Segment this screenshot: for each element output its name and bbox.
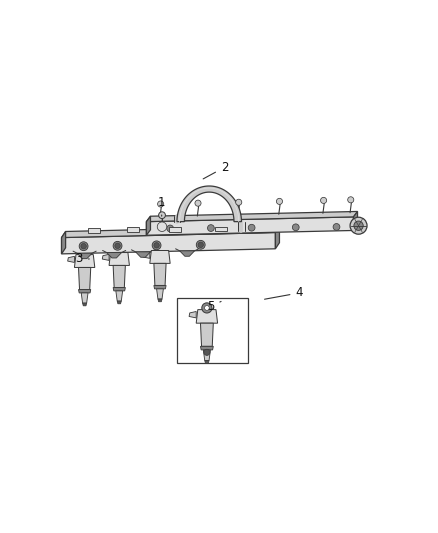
Polygon shape: [117, 301, 121, 304]
Circle shape: [248, 224, 255, 231]
Circle shape: [158, 201, 164, 207]
Polygon shape: [78, 289, 91, 293]
Polygon shape: [169, 227, 181, 232]
Polygon shape: [177, 186, 241, 222]
Circle shape: [167, 225, 173, 232]
Polygon shape: [154, 263, 166, 286]
Polygon shape: [158, 299, 162, 302]
Circle shape: [195, 200, 201, 206]
Polygon shape: [67, 256, 74, 262]
Circle shape: [350, 217, 367, 234]
Text: 5: 5: [207, 300, 221, 313]
Circle shape: [202, 303, 212, 313]
Polygon shape: [154, 286, 166, 289]
Polygon shape: [135, 252, 151, 257]
Polygon shape: [61, 232, 276, 254]
Circle shape: [354, 221, 363, 230]
Polygon shape: [196, 310, 218, 323]
Polygon shape: [107, 253, 122, 258]
Polygon shape: [146, 217, 353, 235]
Circle shape: [321, 197, 327, 204]
Polygon shape: [146, 212, 357, 222]
Circle shape: [159, 212, 166, 219]
Circle shape: [152, 241, 161, 250]
Polygon shape: [102, 254, 109, 261]
Circle shape: [196, 240, 205, 249]
Polygon shape: [113, 265, 125, 287]
Circle shape: [204, 349, 210, 356]
Polygon shape: [78, 268, 91, 289]
Polygon shape: [83, 303, 87, 306]
Circle shape: [79, 242, 88, 251]
Polygon shape: [201, 323, 213, 346]
Polygon shape: [205, 361, 209, 364]
Circle shape: [276, 198, 283, 205]
Polygon shape: [150, 251, 170, 263]
Text: 3: 3: [75, 253, 89, 265]
Polygon shape: [77, 253, 92, 259]
Circle shape: [115, 243, 120, 248]
Circle shape: [236, 199, 242, 205]
Circle shape: [205, 305, 209, 310]
Bar: [177, 298, 248, 362]
Polygon shape: [88, 228, 100, 232]
Polygon shape: [203, 350, 210, 361]
Circle shape: [198, 242, 203, 247]
Polygon shape: [113, 287, 125, 291]
Circle shape: [81, 244, 86, 249]
Polygon shape: [201, 346, 213, 350]
Circle shape: [348, 197, 354, 203]
Polygon shape: [61, 227, 279, 238]
Circle shape: [113, 241, 122, 250]
Circle shape: [333, 223, 340, 230]
Polygon shape: [127, 228, 139, 232]
Circle shape: [154, 243, 159, 248]
Polygon shape: [116, 291, 123, 301]
Polygon shape: [276, 227, 279, 249]
Polygon shape: [215, 227, 227, 231]
Polygon shape: [156, 289, 163, 299]
Text: 2: 2: [203, 161, 228, 179]
Polygon shape: [109, 253, 130, 265]
Circle shape: [157, 222, 167, 231]
Polygon shape: [180, 251, 194, 256]
Polygon shape: [353, 212, 357, 230]
Polygon shape: [61, 231, 66, 254]
Polygon shape: [81, 293, 88, 303]
Circle shape: [293, 224, 299, 231]
Polygon shape: [143, 252, 150, 259]
Text: 1: 1: [158, 197, 166, 216]
Text: 4: 4: [265, 286, 303, 300]
Circle shape: [208, 225, 214, 231]
Polygon shape: [74, 255, 95, 268]
Polygon shape: [189, 311, 196, 318]
Polygon shape: [146, 216, 151, 235]
